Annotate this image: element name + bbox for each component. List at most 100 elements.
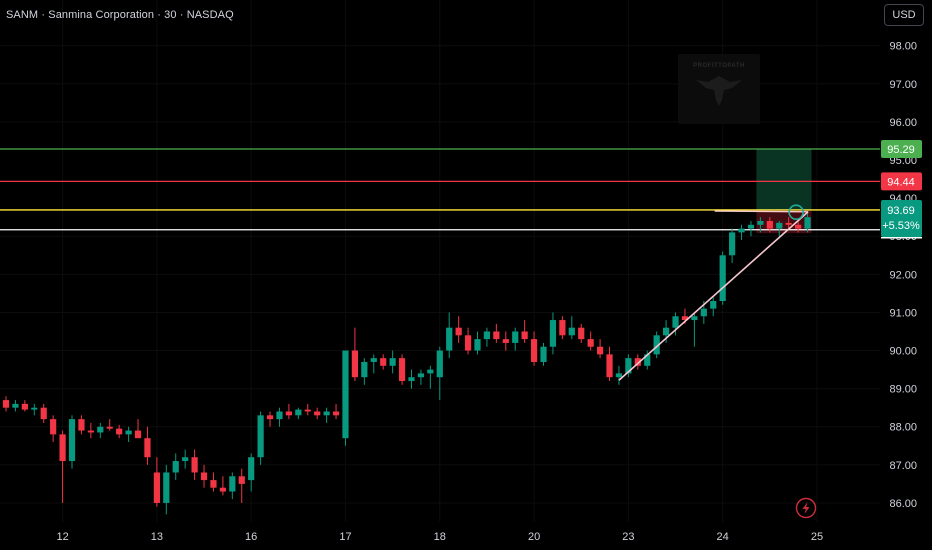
price-tick-label: 88.00 [889, 422, 917, 434]
candle-body [172, 461, 179, 473]
time-tick-label: 23 [622, 531, 634, 543]
candle-body [663, 327, 670, 336]
candle-body [502, 339, 509, 343]
candle-body [795, 224, 802, 229]
eagle-icon [696, 76, 742, 106]
candle-body [59, 434, 66, 462]
candle-body [314, 411, 321, 416]
candle-body [31, 407, 38, 410]
breakout-circle[interactable] [788, 204, 804, 221]
candle-body [87, 430, 94, 433]
candle-body [540, 346, 547, 362]
candle-body [116, 428, 123, 435]
price-axis[interactable]: 86.0087.0088.0089.0090.0091.0092.0093.00… [889, 3, 917, 510]
lightning-icon [795, 497, 817, 519]
price-tick-label: 90.00 [889, 346, 917, 358]
candle-body [710, 301, 717, 309]
candle-body [700, 308, 707, 317]
currency-button[interactable]: USD [884, 4, 924, 26]
candle-body [578, 327, 585, 340]
price-tick-label: 97.00 [889, 79, 917, 91]
candle-body [370, 358, 377, 362]
take-profit-tag-bg [881, 139, 922, 158]
candle-body [408, 377, 415, 382]
candle-body [776, 222, 783, 229]
candle-body [681, 316, 689, 321]
candle-body [644, 354, 651, 366]
watermark-text: PROFITTOPATH [693, 63, 745, 69]
candle-body [559, 320, 566, 336]
time-tick-label: 16 [245, 531, 257, 543]
position-box[interactable] [756, 148, 812, 234]
candle-body [106, 426, 113, 429]
symbol-title: SANM · Sanmina Corporation · 30 · NASDAQ [6, 9, 234, 21]
candle-body [474, 339, 481, 351]
candle-body [568, 327, 575, 336]
price-levels[interactable] [0, 148, 880, 231]
candle-body [200, 472, 208, 481]
time-tick-label: 12 [56, 531, 68, 543]
time-tick-label: 13 [151, 531, 163, 543]
candle-body [229, 476, 236, 492]
candle-body [97, 426, 104, 433]
candle-body [12, 403, 19, 408]
candle-body [276, 411, 283, 420]
resistance-tag-bg [881, 172, 922, 191]
candle-body [380, 358, 387, 366]
candle-body [757, 220, 764, 225]
price-tags: 95.29 94.44 93.69 +5.53% [881, 139, 922, 239]
candle-body [144, 438, 151, 458]
candle-body [738, 228, 745, 233]
candle-body [747, 224, 755, 229]
candle-body [549, 320, 557, 347]
candle-body [182, 457, 189, 462]
candle-body [691, 316, 698, 321]
lightning-button[interactable] [795, 497, 817, 519]
candle-body [587, 339, 594, 347]
time-tick-label: 20 [528, 531, 540, 543]
candle-body [285, 411, 292, 416]
time-tick-label: 24 [717, 531, 729, 543]
candle-body [436, 350, 443, 378]
price-tick-label: 87.00 [889, 460, 917, 472]
candle-body [483, 331, 491, 340]
upper-trendline[interactable] [714, 210, 809, 213]
price-tick-label: 96.00 [889, 117, 917, 129]
candle-body [530, 339, 538, 362]
candle-body [191, 457, 198, 473]
candle-body [125, 430, 132, 435]
candle-body [455, 327, 462, 336]
candles [2, 213, 811, 515]
price-change-label: +5.53% [882, 220, 920, 232]
candle-body [238, 476, 245, 484]
price-tick-label: 95.00 [889, 155, 917, 167]
trendlines[interactable] [618, 204, 809, 381]
candle-body [40, 407, 47, 420]
time-tick-label: 17 [339, 531, 351, 543]
candle-body [427, 369, 434, 374]
target-zone[interactable] [756, 148, 812, 210]
candle-body [672, 316, 679, 328]
candle-body [163, 472, 170, 503]
candle-body [417, 373, 425, 378]
price-tick-label: 92.00 [889, 269, 917, 281]
candle-body [153, 472, 160, 503]
candle-body [766, 220, 773, 229]
candle-body [2, 400, 10, 408]
candle-body [596, 346, 604, 355]
candle-body [219, 487, 226, 492]
candle-body [512, 331, 519, 343]
candle-body [210, 480, 217, 488]
price-tick-label: 89.00 [889, 384, 917, 396]
time-axis[interactable]: 12 13 16 17 18 20 23 24 25 [56, 531, 823, 543]
price-tick-label: 86.00 [889, 498, 917, 510]
candle-body [719, 255, 726, 302]
candle-body [351, 350, 359, 378]
candle-body [21, 403, 28, 410]
candle-body [342, 350, 349, 439]
candle-body [615, 373, 623, 378]
ascending-trendline[interactable] [618, 211, 809, 381]
take-profit-tag-label: 95.29 [887, 144, 915, 156]
